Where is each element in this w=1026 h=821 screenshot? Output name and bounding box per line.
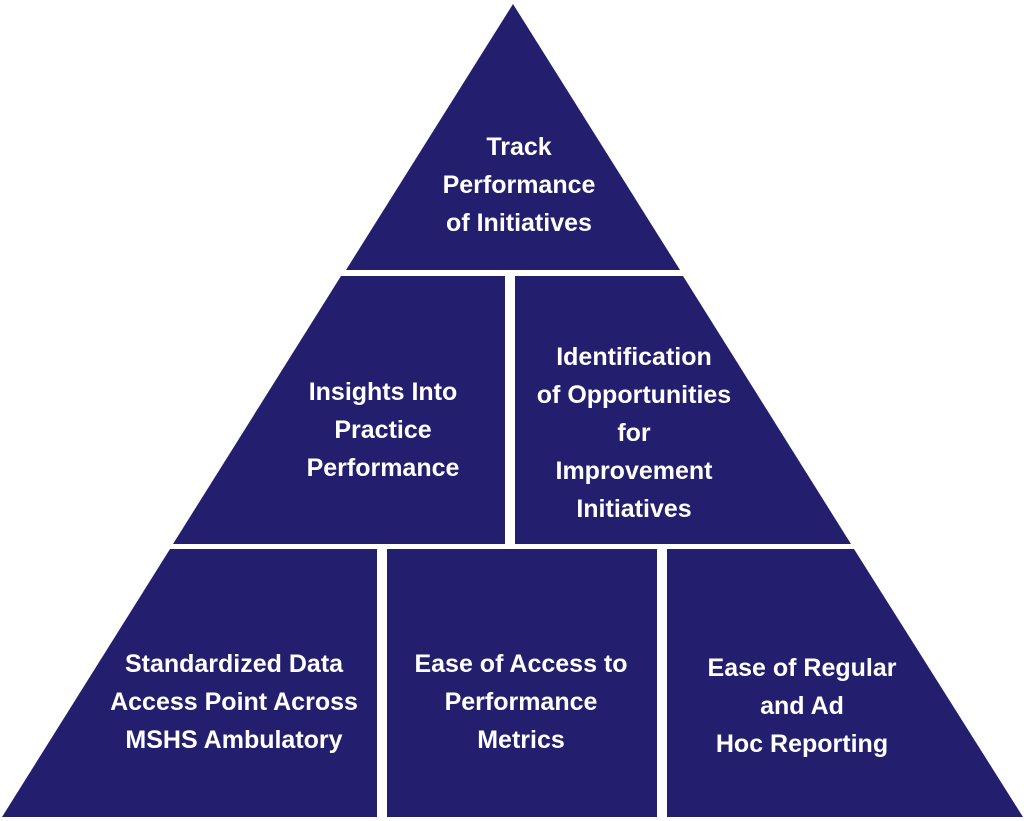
pyramid-bottom-left-segment [2, 549, 377, 817]
bottom-left-segment-label: Standardized Data Access Point Across MS… [110, 650, 358, 754]
middle-right-segment-label: Identification of Opportunities for Impr… [536, 343, 732, 523]
pyramid-top-segment [346, 4, 680, 270]
pyramid-middle-left-segment [173, 276, 505, 544]
middle-left-segment-label: Insights Into Practice Performance [306, 378, 460, 482]
pyramid-middle-right-segment [515, 276, 851, 544]
pyramid-bottom-center-segment [387, 549, 657, 817]
pyramid-bottom-right-segment [667, 549, 1023, 817]
bottom-center-segment-label: Ease of Access to Performance Metrics [414, 650, 628, 754]
bottom-right-segment-label: Ease of Regular and Ad Hoc Reporting [707, 654, 897, 758]
top-segment-label: Track Performance of Initiatives [442, 133, 596, 237]
